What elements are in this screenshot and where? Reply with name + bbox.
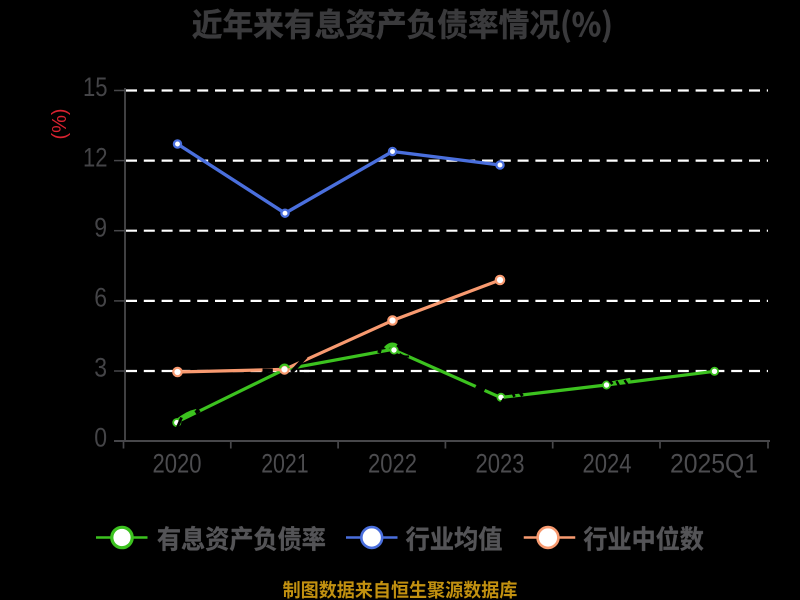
svg-text:2023: 2023 [476, 449, 525, 479]
svg-text:2020: 2020 [153, 449, 202, 479]
svg-text:2021: 2021 [261, 449, 309, 479]
svg-text:2025Q1: 2025Q1 [670, 449, 758, 479]
svg-text:15: 15 [83, 72, 108, 102]
svg-text:12: 12 [83, 142, 108, 172]
svg-text:3: 3 [94, 353, 107, 383]
svg-text:(%): (%) [49, 108, 71, 139]
svg-text:2024: 2024 [583, 449, 632, 479]
svg-text:0: 0 [94, 423, 107, 453]
svg-text:9: 9 [94, 212, 107, 242]
svg-text:6: 6 [94, 283, 107, 313]
svg-text:2022: 2022 [368, 449, 417, 479]
